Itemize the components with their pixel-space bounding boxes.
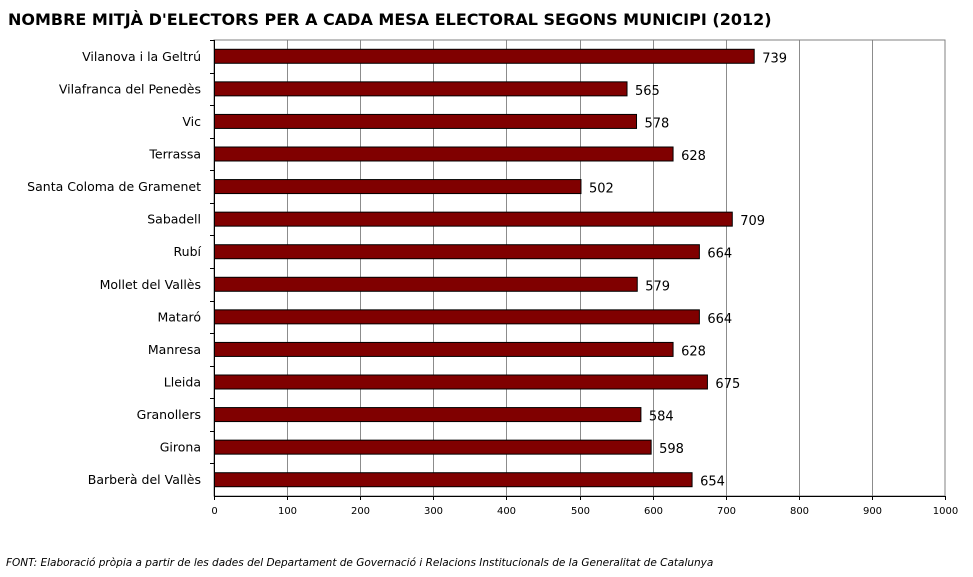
plot-frame [213,39,946,497]
category-label: Vic [182,114,201,129]
value-label: 502 [589,182,614,197]
category-label: Rubí [174,244,202,259]
category-label: Manresa [148,342,201,357]
category-label: Mollet del Vallès [100,277,201,292]
chart-title: NOMBRE MITJÀ D'ELECTORS PER A CADA MESA … [8,10,772,29]
bar [213,146,674,162]
value-label: 675 [715,377,740,392]
source-note: FONT: Elaboració pròpia a partir de les … [6,557,714,569]
value-label: 628 [681,149,706,164]
x-tick-label: 1000 [933,506,958,517]
value-label: 664 [707,312,732,327]
value-label: 565 [635,84,660,99]
bar [213,179,582,195]
value-label: 584 [649,410,674,425]
value-label: 628 [681,344,706,359]
bar [213,244,700,260]
category-label: Vilafranca del Penedès [59,81,201,96]
bar [213,439,652,455]
category-label: Barberà del Vallès [88,472,201,487]
value-label: 739 [762,51,787,66]
bar [213,407,642,423]
bar-chart: Vilanova i la Geltrú 739 Vilafranca del Pe… [27,39,958,517]
x-tick-label: 800 [790,506,809,517]
x-tick-label: 100 [278,506,297,517]
labels: Vilanova i la Geltrú 739 Vilafranca del Pe… [27,49,787,490]
x-tick-label: 500 [571,506,590,517]
bar [213,374,708,390]
value-label: 664 [707,247,732,262]
bar [213,472,693,488]
value-label: 654 [700,475,725,490]
category-label: Sabadell [147,212,201,227]
x-tick-label: 200 [351,506,370,517]
x-tick-label: 900 [863,506,882,517]
value-label: 579 [645,279,670,294]
category-label: Granollers [137,407,201,422]
category-label: Girona [160,440,201,455]
category-label: Lleida [164,375,201,390]
category-label: Vilanova i la Geltrú [82,49,201,64]
x-tick-label: 400 [497,506,516,517]
category-label: Santa Coloma de Gramenet [27,179,201,194]
bar [213,309,700,325]
bar [213,341,674,357]
x-tick-label: 300 [424,506,443,517]
bar [213,48,755,64]
bar [213,81,628,97]
axes: 0 100 200 300 400 500 600 700 800 900 1000 [210,39,958,517]
bar [213,276,638,292]
category-label: Mataró [157,309,201,324]
x-tick-label: 700 [717,506,736,517]
bar [213,211,733,227]
x-tick-label: 600 [644,506,663,517]
gridlines [287,40,873,496]
value-label: 598 [659,442,684,457]
x-tick-label: 0 [211,506,217,517]
category-label: Terrassa [148,147,201,162]
value-label: 578 [645,116,670,131]
value-label: 709 [740,214,765,229]
bar [213,113,638,129]
bars [213,48,755,488]
